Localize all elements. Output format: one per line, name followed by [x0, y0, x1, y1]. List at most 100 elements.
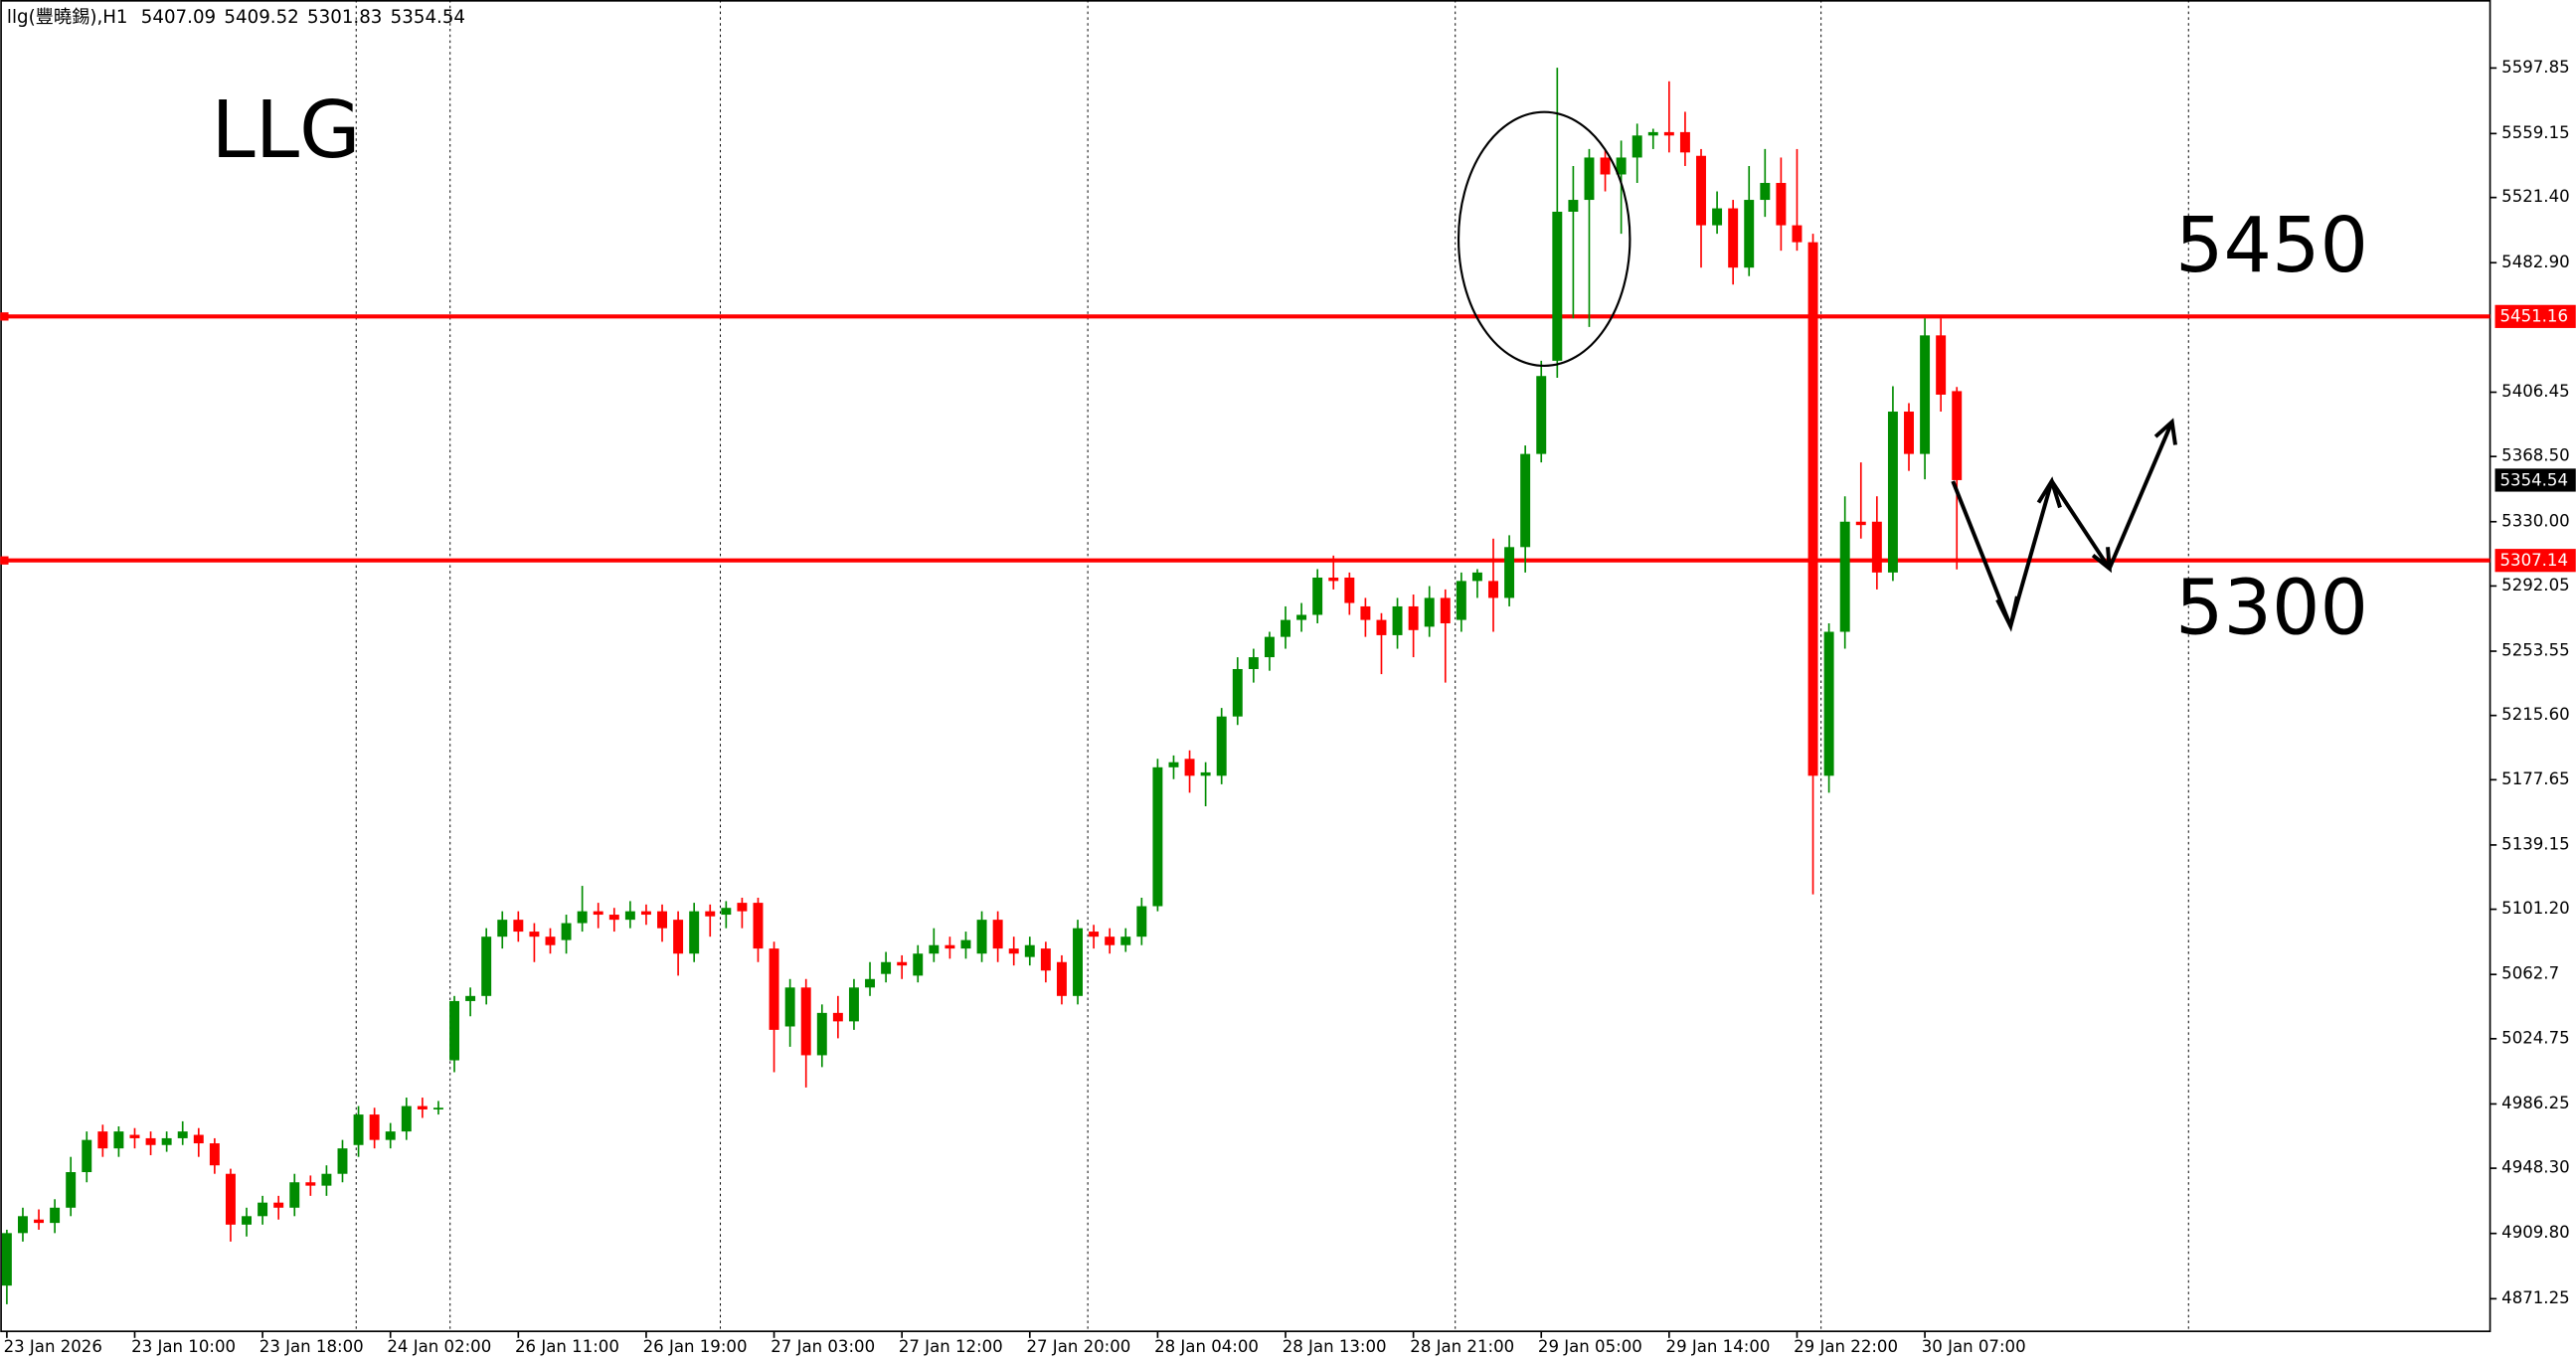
- candle-body: [1040, 948, 1051, 971]
- candle-body: [1647, 131, 1658, 136]
- candle-body: [34, 1219, 45, 1224]
- candle-body: [753, 903, 764, 949]
- arrow-segment: [2050, 479, 2112, 570]
- candle-body: [1456, 581, 1466, 620]
- candle-body: [1552, 211, 1563, 361]
- candles: 5354.54: [1, 68, 2576, 1304]
- candle-body: [1216, 716, 1227, 776]
- candle-body: [1904, 412, 1914, 454]
- candle-body: [1712, 208, 1723, 226]
- candle-body: [1264, 636, 1275, 658]
- candle-body: [258, 1202, 268, 1217]
- arrow-segment: [2107, 421, 2174, 570]
- candle-body: [337, 1148, 348, 1174]
- candle-body: [1248, 657, 1259, 669]
- line-anchor: [0, 556, 9, 565]
- candle-body: [624, 911, 635, 921]
- y-tick-label: 5215.60: [2501, 705, 2570, 724]
- y-tick-label: 5062.7: [2501, 964, 2559, 983]
- candle-body: [432, 1107, 443, 1109]
- candle-body: [353, 1114, 364, 1145]
- candle-body: [465, 995, 476, 1001]
- candle-body: [545, 936, 556, 945]
- candle-body: [1376, 619, 1387, 635]
- y-tick-label: 5368.50: [2501, 446, 2570, 465]
- candle-body: [1631, 135, 1642, 158]
- candle-body: [816, 1012, 827, 1056]
- candle-body: [1056, 961, 1067, 996]
- y-tick-label: 5597.85: [2501, 58, 2570, 77]
- candle-body: [929, 944, 940, 954]
- candle-body: [1536, 376, 1547, 454]
- candle-body: [50, 1207, 61, 1224]
- candle-body: [113, 1131, 124, 1149]
- candle-body: [608, 915, 619, 921]
- candle-body: [976, 920, 987, 954]
- y-tick-label: 5406.45: [2501, 382, 2570, 401]
- candle-body: [145, 1137, 156, 1145]
- y-tick-label: 5521.40: [2501, 187, 2570, 206]
- candle-body: [960, 939, 971, 949]
- candle-body: [1584, 157, 1595, 201]
- candle-body: [640, 911, 651, 916]
- candle-body: [1504, 547, 1515, 598]
- close: 5354.54: [391, 7, 465, 28]
- candle-body: [832, 1012, 843, 1022]
- candle-body: [593, 911, 603, 916]
- candle-body: [1471, 572, 1482, 582]
- candle-body: [1616, 157, 1627, 175]
- y-tick-label: 5292.05: [2501, 576, 2570, 595]
- y-tick-label: 5101.20: [2501, 899, 2570, 918]
- candle-body: [1936, 335, 1947, 395]
- candle-body: [1871, 521, 1882, 573]
- candle-body: [848, 987, 859, 1022]
- price-tag: [2494, 304, 2576, 328]
- x-tick-label: 23 Jan 2026: [4, 1337, 102, 1356]
- candle-body: [689, 911, 700, 954]
- candle-body: [577, 911, 588, 924]
- candle-body: [897, 961, 908, 966]
- candle-body: [800, 987, 811, 1056]
- candle-body: [17, 1216, 28, 1234]
- y-tick-label: 5253.55: [2501, 641, 2570, 660]
- highlight-ellipse: [1457, 110, 1631, 368]
- candle-body: [1120, 936, 1131, 945]
- candle-body: [1440, 597, 1451, 623]
- candle-body: [1792, 225, 1803, 243]
- projection-arrows: [1951, 418, 2177, 632]
- candle-body: [1887, 412, 1898, 573]
- y-tick-label: 5330.00: [2501, 511, 2570, 530]
- x-tick-label: 26 Jan 11:00: [515, 1337, 619, 1356]
- high: 5409.52: [224, 7, 298, 28]
- candle-body: [784, 987, 795, 1027]
- candle-body: [1663, 131, 1674, 136]
- period-separators: [355, 0, 2189, 1332]
- arrow-head: [2153, 418, 2177, 445]
- candle-body: [992, 920, 1003, 949]
- candle-body: [481, 936, 492, 996]
- x-tick-label: 28 Jan 04:00: [1154, 1337, 1259, 1356]
- candle-body: [97, 1131, 108, 1149]
- x-tick-label: 23 Jan 10:00: [131, 1337, 236, 1356]
- x-tick-label: 23 Jan 18:00: [259, 1337, 364, 1356]
- candle-body: [1281, 619, 1290, 637]
- candle-body: [1168, 762, 1179, 767]
- candle-body: [513, 920, 524, 933]
- candle-body: [1200, 771, 1211, 776]
- arrow-segment: [1951, 480, 2013, 627]
- candle-body: [673, 920, 684, 954]
- candle-body: [369, 1114, 380, 1140]
- candle-body: [1184, 759, 1195, 776]
- open: 5407.09: [141, 7, 216, 28]
- candle-body: [705, 911, 716, 917]
- candle-body: [129, 1134, 140, 1138]
- x-tick-label: 24 Jan 02:00: [387, 1337, 491, 1356]
- candle-body: [1, 1233, 12, 1286]
- candle-body: [1744, 200, 1755, 268]
- current-price-label: 5354.54: [2500, 470, 2569, 489]
- candle-body: [385, 1131, 396, 1140]
- line-anchor: [0, 312, 9, 321]
- candle-body: [1679, 131, 1690, 153]
- y-tick-label: 4871.25: [2501, 1288, 2570, 1307]
